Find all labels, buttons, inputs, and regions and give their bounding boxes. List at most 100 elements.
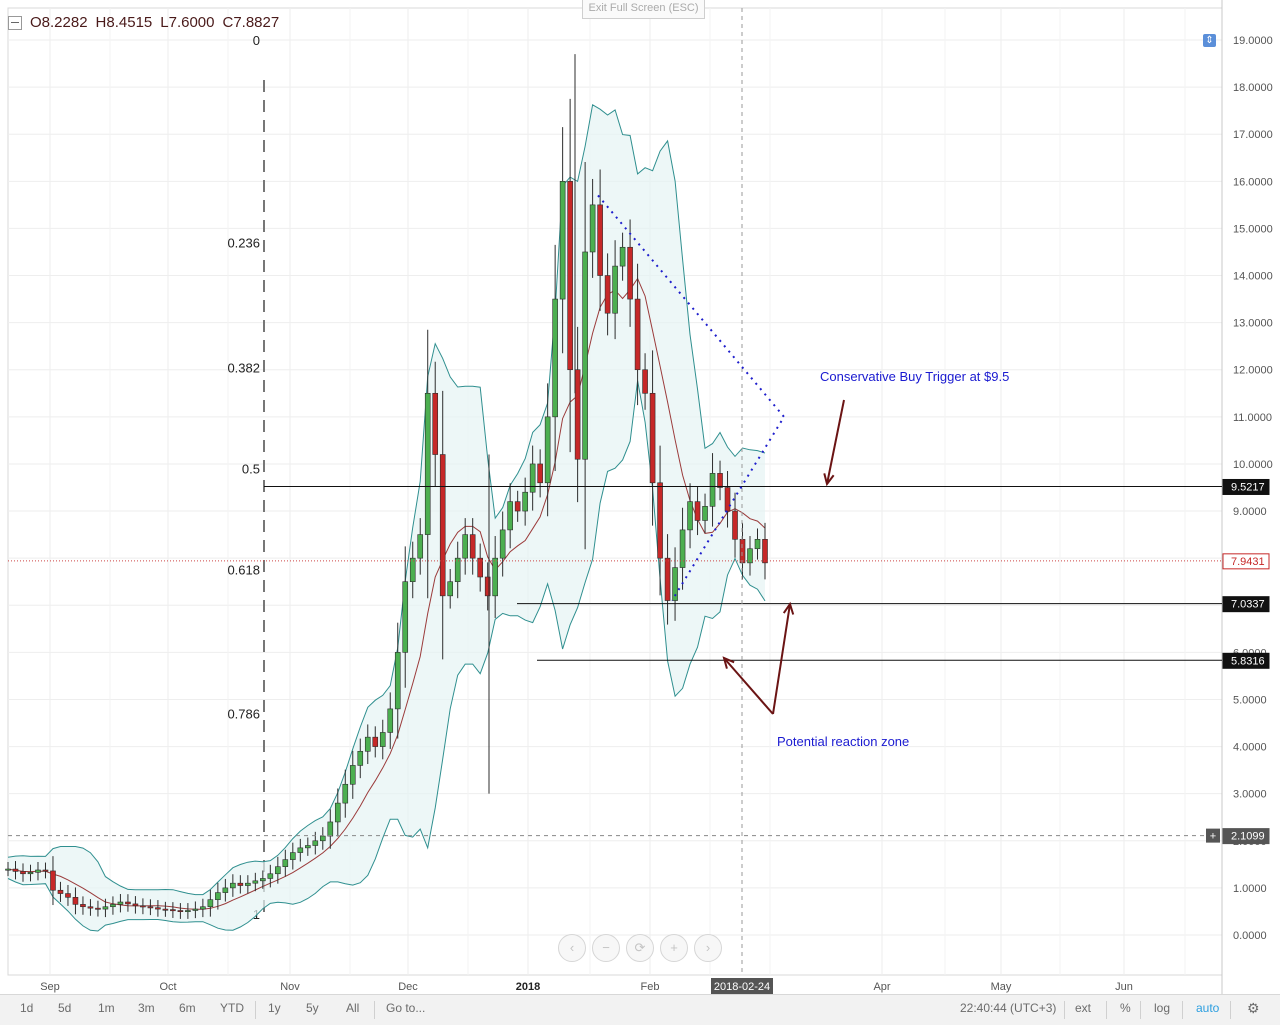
candle-body [717,473,723,488]
y-tick-label: 13.0000 [1233,318,1273,330]
candle-body [522,491,528,512]
range-all-button[interactable]: All [346,1001,360,1015]
scale-toggle-icon[interactable]: ⇕ [1203,34,1216,47]
candle-body [125,901,131,905]
range-3m-button[interactable]: 3m [138,1001,155,1015]
price-tag-label: 7.9431 [1231,556,1265,568]
candle-body [27,872,34,875]
candle-body [117,901,124,905]
candle-body [72,897,79,905]
candle-body [50,870,56,891]
range-5d-button[interactable]: 5d [58,1001,72,1015]
price-tag-box [1222,652,1270,669]
price-tag-label: 7.0337 [1231,599,1265,611]
candle-body [672,567,678,601]
ext-toggle-button[interactable]: ext [1075,1001,1092,1015]
candle-body [207,899,214,908]
candle-body [12,868,19,872]
y-tick-label: 10.0000 [1233,459,1273,471]
candle-body [132,903,139,907]
range-5y-button[interactable]: 5y [306,1001,319,1015]
candle-body [664,557,671,601]
candle-body [327,821,334,837]
candle-body [342,783,349,804]
price-tag-box [1222,828,1270,845]
candles [5,54,768,919]
fib-level-label: 0.236 [227,236,260,251]
candle-body [447,581,454,597]
candle-body [155,907,161,910]
range-1d-button[interactable]: 1d [20,1001,34,1015]
crosshair-plus-icon [1206,828,1220,843]
candle-body [634,298,641,371]
fib-level-label: 0.382 [227,360,260,375]
y-tick-label: 15.0000 [1233,223,1273,235]
settings-gear-icon[interactable]: ⚙ [1247,1000,1260,1016]
x-tick-label: Sep [40,981,60,993]
candle-body [215,892,221,900]
percent-scale-button[interactable]: % [1120,1001,1131,1015]
price-tag-box [1222,553,1270,570]
price-tag-box [1222,478,1270,495]
candle-body [237,882,244,886]
x-tick-label: Feb [641,981,660,993]
goto-date-button[interactable]: Go to... [386,1001,426,1015]
zoom-in-button[interactable]: + [660,934,688,962]
range-ytd-button[interactable]: YTD [220,1001,244,1015]
ohlc-high: H8.4515 [95,14,153,31]
bollinger-band-fill [8,104,765,932]
candle-body [642,369,648,394]
candle-body [372,736,379,747]
candle-body [439,454,446,597]
candle-body [147,906,154,909]
reset-chart-button[interactable]: ⟳ [626,934,654,962]
candle-body [477,557,483,578]
candle-body [402,581,409,653]
reaction-arrow-left-head [722,656,735,669]
candle-body [42,869,49,872]
range-6m-button[interactable]: 6m [179,1001,196,1015]
range-1y-button[interactable]: 1y [268,1001,281,1015]
candle-body [282,859,289,867]
candle-body [364,736,371,752]
candle-body [754,539,761,550]
candle-body [35,869,41,873]
candle-body [424,392,431,535]
candle-body [319,835,326,842]
candle-body [544,416,551,484]
fib-level-label: 0 [253,33,260,48]
candle-body [95,907,101,910]
y-tick-label: 18.0000 [1233,82,1273,94]
candle-body [110,904,116,908]
candle-body [537,463,543,484]
log-scale-button[interactable]: log [1154,1001,1171,1015]
candle-body [507,501,513,531]
scroll-right-button[interactable]: › [694,934,722,962]
candle-body [260,878,266,882]
reaction-arrow-up-head [782,601,795,615]
x-tick-label: Dec [398,981,418,993]
zoom-out-button[interactable]: − [592,934,620,962]
range-1m-button[interactable]: 1m [98,1001,115,1015]
candle-body [192,908,199,911]
candle-body [724,487,731,512]
scroll-left-button[interactable]: ‹ [558,934,586,962]
buy-trigger-arrow-head [823,473,835,487]
candle-body [357,750,364,766]
candle-body [747,548,753,564]
auto-scale-button[interactable]: auto [1196,1001,1220,1015]
buy-trigger-arrow [826,399,845,485]
candle-body [462,534,468,559]
ohlc-close: C7.8827 [222,14,280,31]
ohlc-low: L7.6000 [160,14,215,31]
price-tag: 9.5217 [1222,478,1270,495]
exit-fullscreen-button[interactable]: Exit Full Screen (ESC) [582,0,705,19]
candle-body [762,539,768,564]
y-tick-label: 17.0000 [1233,129,1273,141]
candle-body [739,539,746,564]
candle-body [245,882,251,886]
collapse-legend-icon[interactable] [8,15,22,30]
candle-body [514,501,521,512]
